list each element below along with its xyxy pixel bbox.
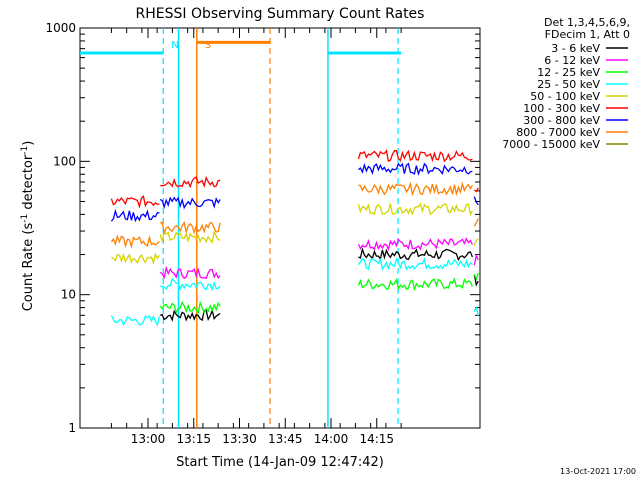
series-trace [159, 196, 221, 210]
legend-entry-label: 100 - 300 keV [523, 102, 600, 115]
legend-header-line: FDecim 1, Att 0 [545, 28, 630, 41]
series-trace [110, 208, 160, 223]
series-layer [110, 149, 479, 327]
series-800-7000keV [110, 181, 479, 249]
series-3-6keV [159, 246, 479, 322]
y-tick-label: 1 [68, 421, 76, 435]
series-trace [473, 196, 479, 206]
x-tick-label: 13:00 [131, 432, 166, 446]
series-trace [111, 252, 160, 265]
y-axis-label: Count Rate (s-1 detector-1) [20, 141, 36, 312]
series-trace [159, 300, 221, 315]
series-trace [473, 305, 479, 316]
series-trace [357, 149, 473, 163]
series-trace [160, 175, 221, 189]
legend: Det 1,3,4,5,6,9,FDecim 1, Att 03 - 6 keV… [502, 16, 630, 151]
series-trace [357, 257, 473, 271]
legend-entry-label: 7000 - 15000 keV [502, 138, 600, 151]
series-12-25keV [159, 272, 479, 315]
annotation-label: N [171, 40, 178, 51]
series-trace [110, 314, 161, 327]
plot-frame [79, 27, 481, 429]
series-trace [357, 277, 473, 292]
series-trace [110, 234, 160, 249]
y-tick-label: 10 [61, 288, 76, 302]
y-axis: 1 10 100 1000 [45, 21, 480, 435]
series-trace [159, 277, 221, 292]
series-trace [358, 181, 473, 197]
series-trace [473, 218, 479, 227]
series-100-300keV [110, 149, 479, 209]
chart-title: RHESSI Observing Summary Count Rates [136, 6, 425, 22]
series-trace [473, 274, 479, 287]
x-tick-label: 13:30 [222, 432, 257, 446]
legend-entry-label: 3 - 6 keV [551, 42, 600, 55]
x-tick-label: 13:45 [268, 432, 303, 446]
series-trace [473, 272, 479, 281]
legend-entry-label: 800 - 7000 keV [516, 126, 600, 139]
series-trace [357, 202, 473, 217]
series-50-100keV [111, 202, 479, 265]
legend-entry-label: 300 - 800 keV [523, 114, 600, 127]
legend-entry-label: 6 - 12 keV [544, 54, 600, 67]
legend-header-line: Det 1,3,4,5,6,9, [544, 16, 630, 29]
series-trace [473, 187, 479, 193]
x-tick-label: 14:15 [359, 432, 394, 446]
x-axis-label: Start Time (14-Jan-09 12:47:42) [176, 455, 384, 470]
series-trace [473, 238, 479, 247]
series-25-50keV [110, 257, 479, 327]
series-trace [110, 194, 160, 209]
y-tick-label: 1000 [45, 21, 76, 35]
legend-entry-label: 12 - 25 keV [537, 66, 600, 79]
x-tick-label: 13:15 [176, 432, 211, 446]
x-tick-label: 14:00 [314, 432, 349, 446]
series-trace [159, 230, 221, 244]
series-trace [159, 265, 221, 280]
series-trace [357, 162, 473, 176]
series-300-800keV [110, 162, 479, 223]
series-6-12keV [159, 237, 479, 280]
series-trace [473, 253, 479, 266]
series-trace [357, 237, 473, 252]
series-trace [358, 246, 474, 262]
series-trace [159, 308, 221, 322]
y-tick-label: 100 [53, 154, 76, 168]
x-axis: 13:00 13:15 13:30 13:45 14:00 14:15 [110, 28, 402, 446]
footer-date: 13-Oct-2021 17:00 [560, 467, 636, 476]
annotation-label: S [205, 40, 211, 51]
legend-entry-label: 50 - 100 keV [530, 90, 600, 103]
legend-entry-label: 25 - 50 keV [537, 78, 600, 91]
series-trace [159, 220, 221, 235]
